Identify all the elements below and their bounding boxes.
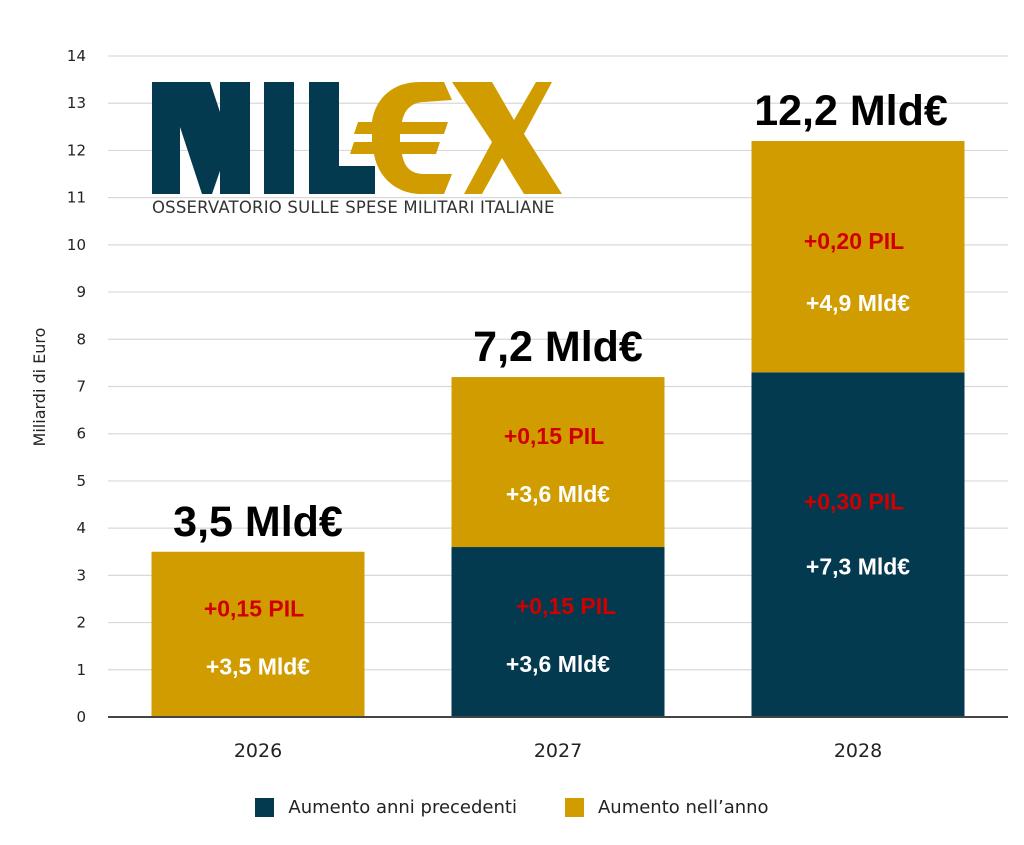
bar-label-pil: +0,20 PIL [804, 228, 904, 254]
legend-swatch-previous-years [255, 798, 275, 817]
milex-logo-mark [152, 82, 562, 194]
bars [151, 140, 965, 717]
legend: Aumento anni precedenti Aumento nell’ann… [0, 797, 1024, 818]
legend-item-previous-years: Aumento anni precedenti [255, 797, 517, 818]
x-tick-label-2027: 2027 [534, 740, 582, 762]
bar-label-mld: +4,9 Mld€ [806, 290, 910, 316]
y-tick-label: 10 [67, 236, 86, 254]
bar-2027-previous-years [451, 547, 665, 717]
bar-2028-previous-years [751, 372, 965, 717]
legend-label-previous-years: Aumento anni precedenti [288, 797, 517, 818]
y-tick-label: 13 [67, 94, 86, 112]
bar-label-mld: +3,6 Mld€ [506, 481, 610, 507]
x-tick-label-2026: 2026 [234, 740, 282, 762]
logo-euro-x [350, 82, 562, 194]
bar-label-mld: +3,5 Mld€ [206, 653, 310, 679]
y-axis-label: Miliardi di Euro [30, 328, 49, 447]
y-tick-label: 12 [67, 141, 86, 159]
bar-label-pil: +0,30 PIL [804, 488, 904, 514]
total-label-2027: 7,2 Mld€ [473, 323, 643, 371]
y-tick-label: 5 [76, 472, 86, 490]
legend-swatch-current-year [564, 798, 584, 817]
y-tick-label: 14 [67, 47, 86, 65]
logo-subtitle: OSSERVATORIO SULLE SPESE MILITARI ITALIA… [152, 198, 555, 217]
bar-label-pil: +0,15 PIL [504, 423, 604, 449]
y-tick-label: 4 [76, 519, 86, 537]
bar-label-mld: +3,6 Mld€ [506, 651, 610, 677]
y-tick-label: 3 [76, 566, 86, 584]
bar-2028-current-year [751, 140, 965, 373]
legend-label-current-year: Aumento nell’anno [597, 797, 769, 818]
y-tick-label: 6 [76, 425, 86, 443]
bar-label-pil: +0,15 PIL [204, 595, 304, 621]
bar-label-mld: +7,3 Mld€ [806, 553, 910, 579]
logo-letter-m [152, 82, 375, 194]
y-tick-label: 9 [76, 283, 86, 301]
x-tick-label-2028: 2028 [834, 740, 882, 762]
y-tick-label: 2 [76, 614, 86, 632]
y-tick-label: 1 [76, 661, 86, 679]
y-tick-label: 0 [76, 708, 86, 726]
milex-logo: OSSERVATORIO SULLE SPESE MILITARI ITALIA… [152, 82, 562, 217]
y-tick-label: 8 [76, 330, 86, 348]
total-label-2026: 3,5 Mld€ [173, 498, 343, 546]
legend-item-current-year: Aumento nell’anno [564, 797, 769, 818]
total-label-2028: 12,2 Mld€ [754, 87, 948, 135]
x-tick-labels: 2026 2027 2028 [234, 740, 882, 762]
y-tick-label: 11 [67, 189, 86, 207]
bar-2027-current-year [451, 377, 665, 548]
total-labels: 3,5 Mld€ 7,2 Mld€ 12,2 Mld€ [173, 87, 948, 546]
bar-2026-current-year [151, 551, 365, 717]
y-tick-label: 7 [76, 378, 86, 396]
bar-label-pil: +0,15 PIL [516, 593, 616, 619]
bar-labels: +0,15 PIL +3,5 Mld€ +0,15 PIL +3,6 Mld€ +0,1… [204, 228, 910, 679]
